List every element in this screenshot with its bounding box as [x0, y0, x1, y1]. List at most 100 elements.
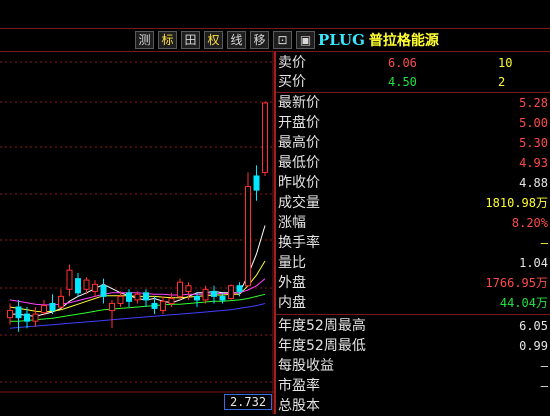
- stat-value: 5.30: [519, 136, 548, 150]
- mark-button[interactable]: 标: [158, 31, 177, 49]
- stat-value: 44.04万: [499, 296, 548, 310]
- candle-body-up: [92, 283, 98, 292]
- annual-value: —: [540, 359, 548, 373]
- candle-body-down: [151, 302, 158, 309]
- toolbar-divider: [0, 51, 550, 52]
- stat-row-turnover: 换手率 —: [278, 233, 550, 253]
- line-button[interactable]: 线: [227, 31, 246, 49]
- annual-value: 0.99: [519, 339, 548, 353]
- stat-value: 5.28: [519, 96, 548, 110]
- panel-separator: [276, 92, 550, 93]
- stat-label: 换手率: [278, 235, 320, 251]
- stat-label: 最高价: [278, 135, 320, 151]
- buy-label: 买价: [278, 74, 306, 90]
- move-button[interactable]: 移: [250, 31, 269, 49]
- candle-body-up: [185, 285, 192, 292]
- stat-row-volume: 成交量 1810.98万: [278, 193, 550, 213]
- annual-row-pe: 市盈率 —: [278, 376, 550, 396]
- stat-label: 最低价: [278, 155, 320, 171]
- window-icon-button[interactable]: ▣: [296, 31, 315, 49]
- annual-row-52w-low: 年度52周最低 0.99: [278, 336, 550, 356]
- kline-chart[interactable]: [0, 52, 274, 414]
- candle-body-up: [7, 310, 13, 319]
- stat-row-high: 最高价 5.30: [278, 133, 550, 153]
- candle-body-down: [219, 295, 226, 301]
- cursor-price-readout: 2.732: [224, 394, 272, 410]
- stat-value: 1.04: [519, 256, 548, 270]
- stock-code: PLUG: [318, 31, 365, 49]
- stat-value: 5.00: [519, 116, 548, 130]
- candle-body-up: [160, 300, 166, 312]
- stat-value: 4.88: [519, 176, 548, 190]
- sell-label: 卖价: [278, 55, 306, 71]
- buy-volume: 2: [498, 75, 506, 89]
- moving-average-line: [9, 303, 266, 329]
- stat-value: 1766.95万: [485, 276, 548, 290]
- panel-border: [274, 52, 276, 414]
- candle-body-down: [100, 285, 107, 297]
- candle-body-up: [202, 288, 209, 301]
- candle-body-up: [262, 102, 268, 173]
- stat-label: 量比: [278, 255, 306, 271]
- sell-volume: 10: [498, 56, 513, 70]
- candle-body-up: [32, 313, 39, 322]
- candle-body-down: [211, 290, 217, 297]
- candle-body-up: [66, 269, 73, 290]
- stat-value: —: [540, 236, 548, 250]
- stat-value: 1810.98万: [485, 196, 548, 210]
- quote-panel: 卖价 6.06 10 买价 4.50 2 最新价 5.28 开盘价 5.00 最…: [274, 52, 550, 414]
- candle-body-up: [41, 305, 47, 314]
- annual-row-eps: 每股收益 —: [278, 356, 550, 376]
- chart-toolbar: 测 标 田 权 线 移 ⊡ ▣ PLUG 普拉格能源: [0, 0, 550, 52]
- measure-button[interactable]: 测: [135, 31, 154, 49]
- candle-body-up: [245, 186, 251, 287]
- sell-quote-row: 卖价 6.06 10: [278, 53, 550, 73]
- layout-icon-button[interactable]: ⊡: [273, 31, 292, 49]
- candle-body-down: [49, 302, 56, 312]
- stock-title: PLUG 普拉格能源: [318, 30, 439, 50]
- stat-label: 内盘: [278, 295, 306, 311]
- candle-body-up: [117, 295, 124, 304]
- stat-row-open: 开盘价 5.00: [278, 113, 550, 133]
- stat-label: 外盘: [278, 275, 306, 291]
- stat-value: 8.20%: [511, 216, 548, 230]
- candle-body-up: [109, 302, 115, 312]
- stat-row-low: 最低价 4.93: [278, 153, 550, 173]
- stat-label: 成交量: [278, 195, 320, 211]
- annual-label: 市盈率: [278, 378, 320, 394]
- stat-value: 4.93: [519, 156, 548, 170]
- toolbar-divider: [0, 28, 550, 29]
- stat-row-latest: 最新价 5.28: [278, 93, 550, 113]
- annual-row-total-shares: 总股本: [278, 396, 550, 416]
- stat-row-volume-ratio: 量比 1.04: [278, 253, 550, 273]
- candle-body-down: [143, 292, 149, 301]
- candle-body-down: [236, 285, 243, 292]
- candle-body-up: [83, 279, 90, 290]
- annual-label: 年度52周最低: [278, 338, 366, 354]
- stat-label: 开盘价: [278, 115, 320, 131]
- stat-row-prev-close: 昨收价 4.88: [278, 173, 550, 193]
- buy-quote-row: 买价 4.50 2: [278, 72, 550, 92]
- candle-body-up: [134, 293, 141, 301]
- candle-body-up: [168, 298, 175, 304]
- annual-label: 每股收益: [278, 358, 334, 374]
- stat-label: 涨幅: [278, 215, 306, 231]
- annual-value: 6.05: [519, 319, 548, 333]
- sell-price: 6.06: [388, 56, 417, 70]
- stat-label: 最新价: [278, 95, 320, 111]
- rights-button[interactable]: 权: [204, 31, 223, 49]
- candle-body-down: [75, 278, 81, 294]
- candle-body-up: [177, 281, 183, 297]
- grid-button[interactable]: 田: [181, 31, 200, 49]
- stat-row-inner-volume: 内盘 44.04万: [278, 293, 550, 313]
- stat-row-outer-volume: 外盘 1766.95万: [278, 273, 550, 293]
- candle-body-down: [126, 292, 132, 302]
- candle-body-down: [253, 175, 260, 191]
- kline-chart-svg[interactable]: [0, 52, 274, 414]
- stock-name: 普拉格能源: [368, 33, 439, 49]
- panel-separator: [276, 314, 550, 315]
- candle-body-down: [24, 313, 30, 322]
- annual-row-52w-high: 年度52周最高 6.05: [278, 316, 550, 336]
- candle-body-down: [194, 295, 200, 301]
- candle-body-down: [15, 306, 22, 319]
